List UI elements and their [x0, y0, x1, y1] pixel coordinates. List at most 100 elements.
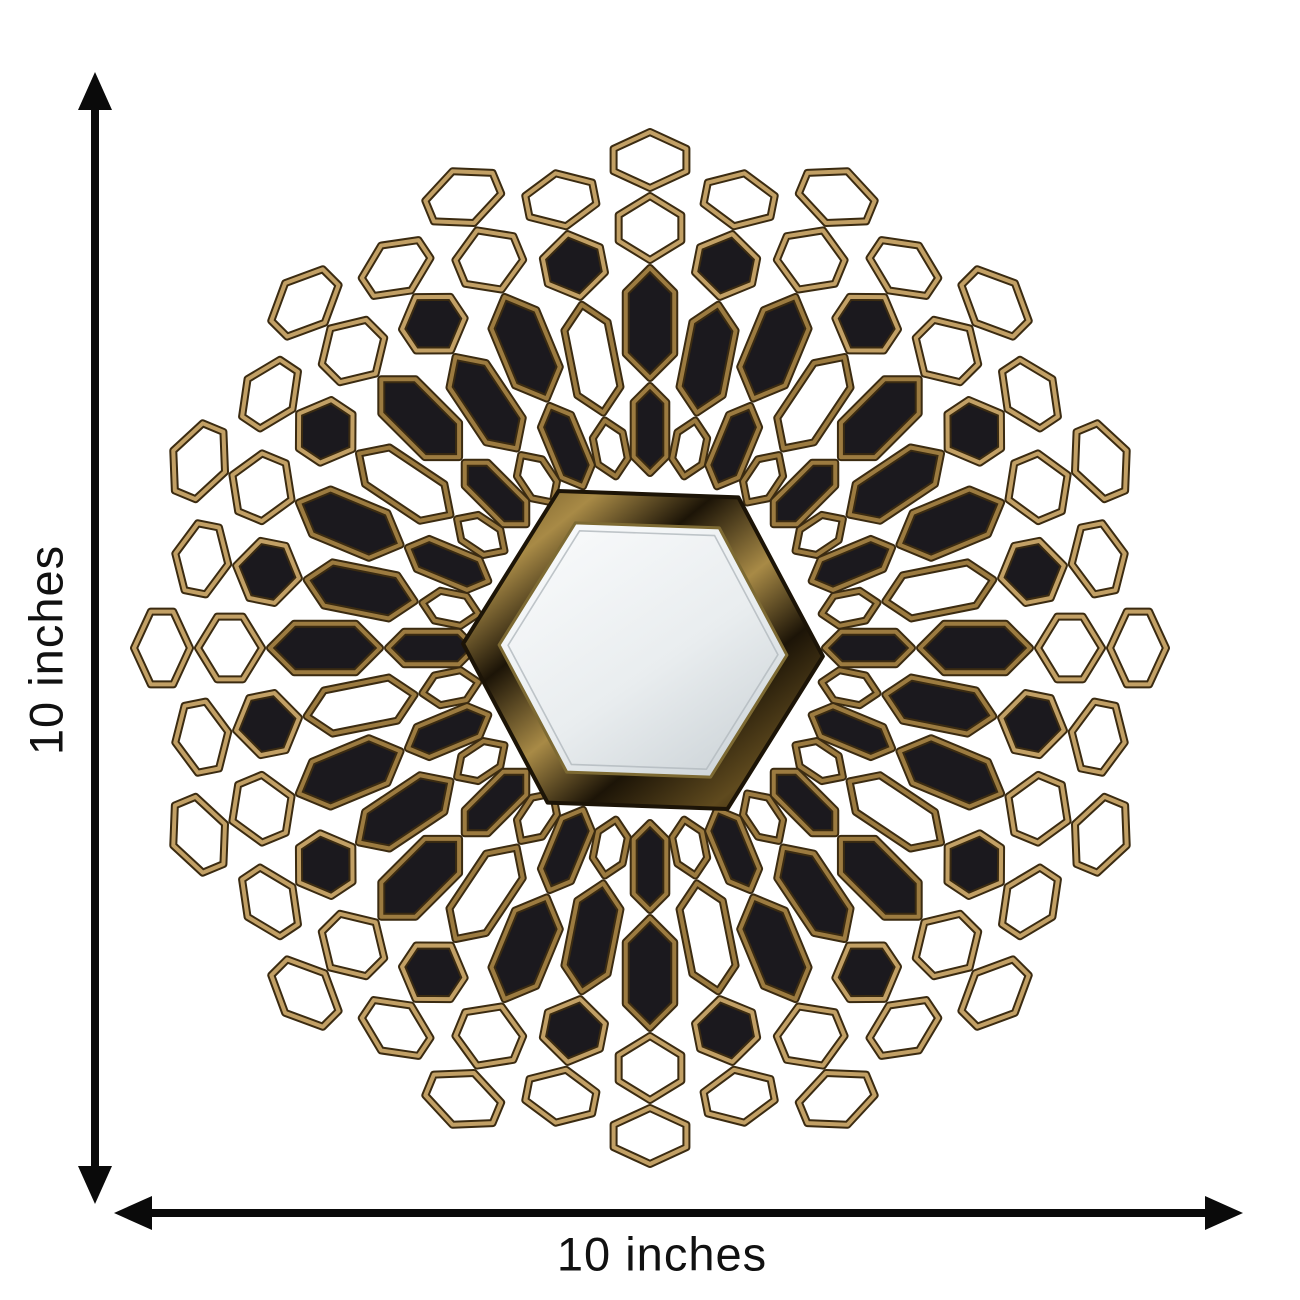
honeycomb-cell-open — [614, 1032, 686, 1104]
honeycomb-cell-highlight — [847, 773, 944, 851]
honeycomb-cell-open — [609, 1104, 691, 1168]
honeycomb-cell-highlight — [489, 294, 562, 401]
honeycomb-cell-highlight — [774, 1004, 847, 1068]
honeycomb-cell-highlight — [738, 895, 811, 1002]
honeycomb-cell-highlight — [959, 957, 1031, 1029]
honeycomb-cell-black — [232, 689, 303, 760]
width-arrow-head-left — [114, 1196, 152, 1230]
honeycomb-cell-highlight — [540, 232, 607, 299]
honeycomb-cell-highlight — [304, 675, 417, 736]
sunburst-spoke — [267, 265, 531, 529]
honeycomb-cell-highlight — [319, 317, 387, 385]
honeycomb-cell-highlight — [590, 418, 630, 479]
honeycomb-cell-highlight — [423, 169, 504, 226]
sunburst-spoke — [769, 767, 1033, 1031]
honeycomb-cell-highlight — [809, 536, 895, 592]
honeycomb-cell-highlight — [701, 1067, 777, 1125]
honeycomb-cell-highlight — [269, 267, 341, 339]
honeycomb-cell-open — [130, 607, 194, 689]
honeycomb-cell-highlight — [883, 560, 996, 621]
sunburst-spoke — [267, 767, 531, 1031]
sunburst-spoke — [704, 167, 879, 491]
honeycomb-cell-highlight — [1000, 357, 1060, 431]
honeycomb-cell-highlight — [771, 460, 838, 527]
honeycomb-cell-highlight — [847, 445, 944, 523]
honeycomb-cell-open — [194, 612, 266, 684]
honeycomb-cell-highlight — [514, 453, 559, 505]
honeycomb-cell-highlight — [775, 845, 853, 942]
honeycomb-cell-highlight — [793, 512, 845, 557]
honeycomb-cell-highlight — [775, 354, 853, 451]
sunburst-spoke — [807, 419, 1131, 594]
sunburst-spoke — [130, 607, 479, 689]
honeycomb-cell-open — [794, 1068, 879, 1129]
honeycomb-cell-highlight — [173, 521, 231, 597]
honeycomb-cell-black — [691, 230, 762, 301]
sunburst-spoke — [521, 815, 632, 1127]
honeycomb-cell-highlight — [453, 1004, 526, 1068]
honeycomb-cell-highlight — [405, 536, 491, 592]
honeycomb-cell-highlight — [447, 354, 525, 451]
mirror-bevel-edge — [507, 529, 779, 771]
honeycomb-cell-highlight — [356, 445, 453, 523]
sunburst-spoke — [821, 607, 1170, 689]
honeycomb-cell-highlight — [623, 266, 677, 380]
honeycomb-cell-highlight — [793, 739, 845, 784]
sunburst-honeycomb-frame — [130, 128, 1170, 1168]
honeycomb-cell-open — [1070, 792, 1131, 877]
honeycomb-cell-open — [169, 419, 230, 504]
height-dimension-label: 10 inches — [19, 544, 73, 756]
honeycomb-cell-highlight — [897, 487, 1004, 560]
honeycomb-cell-highlight — [741, 453, 786, 505]
honeycomb-cell-highlight — [356, 773, 453, 851]
sunburst-spoke — [238, 737, 509, 941]
width-dimension-arrow — [114, 1196, 1243, 1230]
honeycomb-cell-black — [997, 689, 1068, 760]
honeycomb-cell-highlight — [1108, 609, 1168, 687]
honeycomb-cell-highlight — [774, 228, 847, 292]
honeycomb-cell-highlight — [1006, 772, 1070, 845]
honeycomb-cell-highlight — [670, 418, 710, 479]
honeycomb-cell-highlight — [823, 629, 914, 667]
honeycomb-cell-black — [538, 995, 609, 1066]
honeycomb-cell-highlight — [455, 739, 507, 784]
honeycomb-cell-highlight — [268, 621, 382, 675]
honeycomb-cell-highlight — [400, 294, 467, 353]
honeycomb-cell-highlight — [693, 232, 760, 299]
honeycomb-cell-highlight — [913, 317, 981, 385]
honeycomb-cell-highlight — [423, 1070, 504, 1127]
sunburst-spoke — [791, 737, 1062, 941]
honeycomb-cell-highlight — [230, 772, 294, 845]
sunburst-spoke — [668, 169, 779, 481]
honeycomb-cell-highlight — [999, 691, 1066, 758]
honeycomb-cell-highlight — [171, 794, 228, 875]
honeycomb-cell-highlight — [359, 238, 433, 298]
honeycomb-cell-highlight — [455, 512, 507, 557]
sunburst-spoke — [704, 805, 879, 1129]
honeycomb-cell-highlight — [590, 817, 630, 878]
honeycomb-cell-highlight — [171, 421, 228, 502]
height-arrow-head-top — [78, 72, 112, 110]
honeycomb-cell-highlight — [771, 769, 838, 836]
honeycomb-cell-highlight — [809, 704, 895, 760]
honeycomb-cell-highlight — [838, 836, 921, 919]
sunburst-spoke — [668, 815, 779, 1127]
honeycomb-cell-highlight — [631, 384, 669, 475]
honeycomb-cell-open — [1070, 419, 1131, 504]
honeycomb-cell-highlight — [897, 736, 1004, 809]
honeycomb-cell-highlight — [631, 821, 669, 912]
honeycomb-cell-highlight — [1069, 699, 1127, 775]
honeycomb-cell-highlight — [616, 1034, 684, 1102]
honeycomb-cell-highlight — [234, 691, 301, 758]
honeycomb-cell-highlight — [540, 997, 607, 1064]
honeycomb-cell-highlight — [523, 171, 599, 229]
honeycomb-cell-highlight — [623, 916, 677, 1030]
honeycomb-cell-highlight — [1006, 451, 1070, 524]
sunburst-spoke — [171, 519, 483, 630]
sunburst-spoke — [769, 265, 1033, 529]
honeycomb-cell-highlight — [379, 377, 462, 460]
honeycomb-cell-highlight — [462, 460, 529, 527]
honeycomb-cell-open — [169, 792, 230, 877]
honeycomb-cell-highlight — [611, 1106, 689, 1166]
